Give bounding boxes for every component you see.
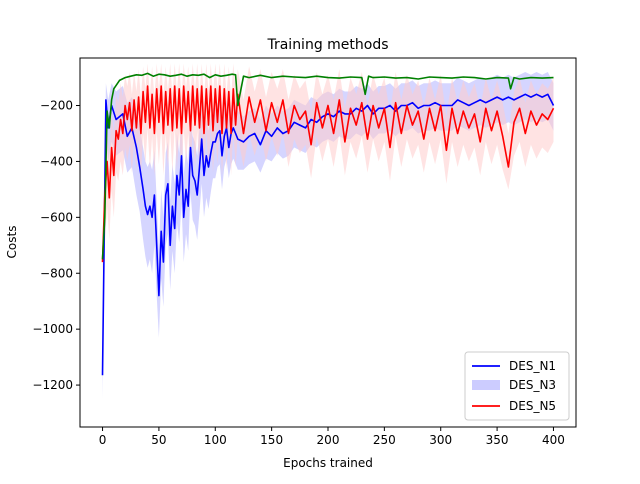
x-tick-label: 100: [204, 433, 227, 447]
x-tick-label: 0: [99, 433, 107, 447]
legend-label-des-n3: DES_N3: [509, 378, 556, 392]
y-tick-label: −600: [40, 210, 73, 224]
line-des-n1: [101, 93, 555, 376]
x-tick-label: 250: [373, 433, 396, 447]
legend-label-des-n1: DES_N1: [509, 359, 556, 373]
legend: DES_N1 DES_N3 DES_N5: [464, 351, 570, 421]
y-tick-label: −200: [40, 99, 73, 113]
y-tick-label: −1200: [32, 378, 73, 392]
y-tick-label: −800: [40, 266, 73, 280]
legend-box: [464, 351, 570, 421]
band-des-n1: [102, 72, 554, 399]
x-tick-label: 50: [151, 433, 166, 447]
legend-swatch-des-n3: [472, 380, 500, 390]
line-des-n5: [101, 85, 555, 263]
legend-label-des-n5: DES_N5: [509, 399, 556, 413]
y-tick-label: −400: [40, 154, 73, 168]
x-tick-label: 350: [486, 433, 509, 447]
line-series-3: [101, 72, 554, 260]
y-axis: −1200 −1000 −800 −600 −400 −200: [32, 99, 80, 392]
x-tick-label: 300: [429, 433, 452, 447]
band-des-n5: [102, 63, 554, 274]
chart-title: Training methods: [266, 37, 388, 53]
x-tick-label: 400: [542, 433, 565, 447]
y-tick-label: −1000: [32, 322, 73, 336]
x-tick-label: 150: [260, 433, 283, 447]
series-lines: [101, 72, 555, 376]
x-axis: 0 50 100 150 200 250 300 350 400: [99, 427, 565, 447]
x-tick-label: 200: [317, 433, 340, 447]
x-axis-title: Epochs trained: [283, 456, 373, 470]
y-axis-title: Costs: [5, 226, 19, 259]
confidence-bands: [102, 63, 554, 399]
